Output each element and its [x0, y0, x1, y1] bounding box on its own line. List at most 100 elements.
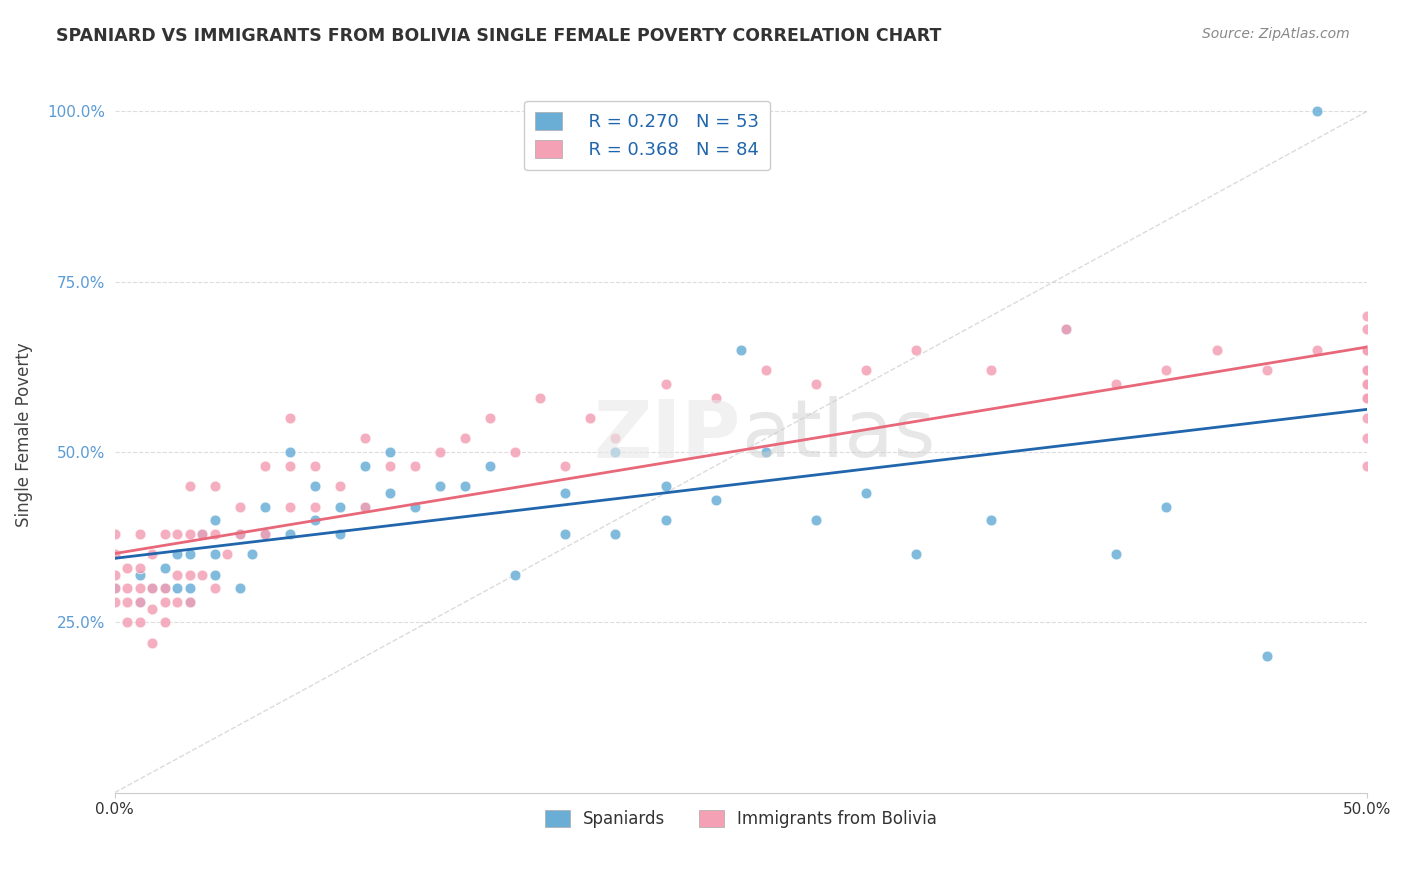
Point — [153, 561, 176, 575]
Point — [179, 479, 201, 493]
Point — [229, 526, 252, 541]
Point — [505, 445, 527, 459]
Point — [454, 479, 477, 493]
Point — [654, 376, 676, 391]
Point — [1156, 500, 1178, 514]
Point — [804, 513, 827, 527]
Point — [579, 411, 602, 425]
Point — [128, 595, 150, 609]
Text: Source: ZipAtlas.com: Source: ZipAtlas.com — [1202, 27, 1350, 41]
Point — [204, 479, 226, 493]
Point — [1355, 309, 1378, 323]
Point — [278, 445, 301, 459]
Point — [153, 526, 176, 541]
Point — [1355, 363, 1378, 377]
Point — [166, 595, 188, 609]
Point — [229, 582, 252, 596]
Point — [1355, 363, 1378, 377]
Point — [654, 513, 676, 527]
Point — [179, 582, 201, 596]
Point — [1355, 322, 1378, 336]
Point — [153, 595, 176, 609]
Point — [179, 595, 201, 609]
Text: ZIP: ZIP — [593, 396, 741, 474]
Point — [128, 567, 150, 582]
Point — [104, 567, 127, 582]
Point — [654, 479, 676, 493]
Point — [704, 492, 727, 507]
Text: atlas: atlas — [741, 396, 935, 474]
Point — [1256, 363, 1278, 377]
Point — [554, 526, 576, 541]
Point — [1256, 649, 1278, 664]
Point — [755, 363, 778, 377]
Point — [554, 486, 576, 500]
Point — [505, 567, 527, 582]
Point — [1355, 432, 1378, 446]
Point — [479, 411, 502, 425]
Point — [253, 458, 276, 473]
Point — [479, 458, 502, 473]
Point — [153, 582, 176, 596]
Point — [329, 500, 352, 514]
Point — [304, 479, 326, 493]
Point — [191, 526, 214, 541]
Point — [204, 526, 226, 541]
Point — [605, 432, 627, 446]
Point — [1355, 391, 1378, 405]
Point — [278, 500, 301, 514]
Point — [253, 526, 276, 541]
Point — [166, 582, 188, 596]
Point — [1156, 363, 1178, 377]
Point — [554, 458, 576, 473]
Point — [104, 547, 127, 561]
Point — [204, 547, 226, 561]
Point — [980, 513, 1002, 527]
Point — [378, 486, 401, 500]
Point — [905, 547, 928, 561]
Point — [1355, 376, 1378, 391]
Point — [905, 343, 928, 357]
Point — [429, 445, 451, 459]
Point — [229, 500, 252, 514]
Point — [229, 526, 252, 541]
Point — [354, 432, 377, 446]
Y-axis label: Single Female Poverty: Single Female Poverty — [15, 343, 32, 527]
Point — [104, 526, 127, 541]
Point — [104, 582, 127, 596]
Point — [529, 391, 551, 405]
Point — [1355, 343, 1378, 357]
Point — [104, 595, 127, 609]
Point — [1306, 343, 1329, 357]
Point — [253, 500, 276, 514]
Point — [354, 500, 377, 514]
Point — [329, 526, 352, 541]
Point — [304, 513, 326, 527]
Point — [755, 445, 778, 459]
Point — [253, 526, 276, 541]
Text: SPANIARD VS IMMIGRANTS FROM BOLIVIA SINGLE FEMALE POVERTY CORRELATION CHART: SPANIARD VS IMMIGRANTS FROM BOLIVIA SING… — [56, 27, 942, 45]
Point — [179, 547, 201, 561]
Point — [115, 561, 138, 575]
Point — [141, 601, 163, 615]
Point — [1355, 391, 1378, 405]
Point — [166, 567, 188, 582]
Point — [1355, 376, 1378, 391]
Point — [141, 582, 163, 596]
Point — [1054, 322, 1077, 336]
Point — [454, 432, 477, 446]
Point — [128, 582, 150, 596]
Point — [404, 458, 426, 473]
Point — [1355, 458, 1378, 473]
Point — [605, 526, 627, 541]
Point — [153, 582, 176, 596]
Point — [730, 343, 752, 357]
Point — [166, 526, 188, 541]
Point — [141, 547, 163, 561]
Point — [354, 458, 377, 473]
Point — [179, 526, 201, 541]
Point — [304, 458, 326, 473]
Point — [141, 636, 163, 650]
Point — [404, 500, 426, 514]
Point — [240, 547, 263, 561]
